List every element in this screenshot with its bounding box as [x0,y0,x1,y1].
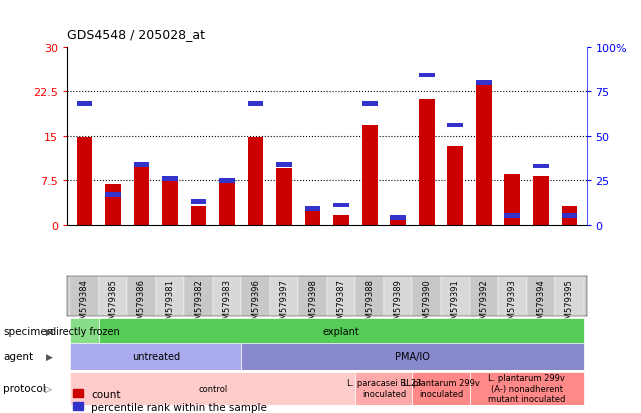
Bar [99,277,127,316]
Bar [219,179,235,225]
Text: untreated: untreated [131,351,180,361]
Bar [498,277,527,316]
Bar [356,277,384,316]
Bar [470,277,498,316]
Bar [70,277,99,316]
Bar [305,206,320,225]
Bar [190,206,206,225]
Bar [241,343,584,370]
Bar [76,138,92,225]
Bar [70,372,356,405]
Text: protocol: protocol [3,383,46,393]
Bar [362,126,378,225]
Text: PMA/IO: PMA/IO [395,351,430,361]
Bar [333,203,349,208]
Text: GSM579391: GSM579391 [451,279,460,329]
Text: directly frozen: directly frozen [49,326,119,337]
Text: specimen: specimen [3,326,54,337]
Bar [384,277,413,316]
Bar [504,214,520,218]
Bar [476,83,492,225]
Bar [213,277,241,316]
Legend: count, percentile rank within the sample: count, percentile rank within the sample [72,389,267,412]
Bar [190,199,206,204]
Bar [441,277,470,316]
Text: GSM579392: GSM579392 [479,279,488,329]
Bar [162,177,178,181]
Bar [70,318,99,345]
Bar [390,216,406,221]
Bar [562,214,578,218]
Bar [533,164,549,169]
Text: GSM579390: GSM579390 [422,279,431,329]
Text: GSM579383: GSM579383 [222,279,231,330]
Bar [184,277,213,316]
Text: GSM579394: GSM579394 [537,279,545,329]
Bar [413,372,470,405]
Text: GSM579381: GSM579381 [165,279,174,330]
Text: ▶: ▶ [46,327,53,336]
Bar [333,216,349,225]
Text: control: control [198,384,228,393]
Text: L. plantarum 299v
(A-) nonadherent
mutant inoculated: L. plantarum 299v (A-) nonadherent mutan… [488,373,565,403]
Bar [470,372,584,405]
Bar [298,277,327,316]
Bar [270,277,298,316]
Bar [555,277,584,316]
Text: ▷: ▷ [45,384,52,393]
Bar [447,147,463,225]
Bar [356,372,413,405]
Bar [105,185,121,225]
Text: GSM579386: GSM579386 [137,279,146,330]
Bar [70,343,241,370]
Text: GSM579387: GSM579387 [337,279,345,330]
Bar [476,81,492,85]
Bar [276,162,292,167]
Bar [219,178,235,183]
Text: GSM579395: GSM579395 [565,279,574,329]
Bar [305,207,320,211]
Text: GSM579397: GSM579397 [279,279,288,330]
Text: GSM579384: GSM579384 [80,279,89,330]
Bar [419,74,435,78]
Bar [133,162,149,167]
Text: GSM579388: GSM579388 [365,279,374,330]
Text: L. plantarum 299v
inoculated: L. plantarum 299v inoculated [403,379,479,398]
Bar [413,277,441,316]
Text: GDS4548 / 205028_at: GDS4548 / 205028_at [67,28,205,41]
Bar [156,277,184,316]
Bar [447,123,463,128]
Bar [105,192,121,197]
Text: explant: explant [323,326,360,337]
Text: L. paracasei BL23
inoculated: L. paracasei BL23 inoculated [347,379,421,398]
Bar [247,138,263,225]
Text: GSM579396: GSM579396 [251,279,260,330]
Bar [133,165,149,225]
Bar [533,177,549,225]
Bar [76,102,92,107]
Text: GSM579389: GSM579389 [394,279,403,330]
Bar [162,180,178,225]
Text: GSM579385: GSM579385 [108,279,117,330]
Bar [241,277,270,316]
Bar [390,217,406,225]
Bar [562,206,578,225]
Bar [504,174,520,225]
Bar [527,277,555,316]
Bar [247,102,263,107]
Bar [362,102,378,107]
Bar [419,100,435,225]
Text: GSM579382: GSM579382 [194,279,203,330]
Bar [127,277,156,316]
Text: GSM579393: GSM579393 [508,279,517,330]
Text: GSM579398: GSM579398 [308,279,317,330]
Bar [276,169,292,225]
Text: agent: agent [3,351,33,361]
Text: ▶: ▶ [46,352,53,361]
Bar [327,277,356,316]
